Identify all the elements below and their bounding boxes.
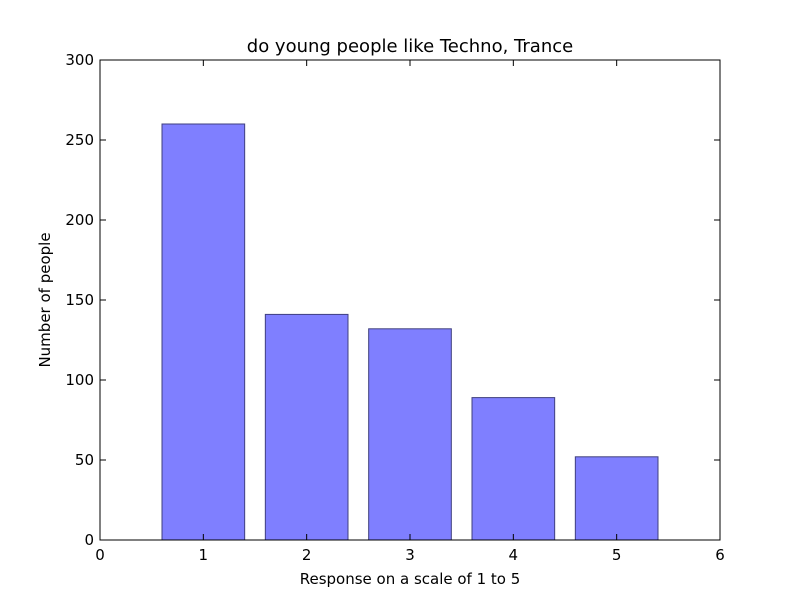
bar-5 <box>574 456 659 541</box>
x-tick-label-5: 5 <box>612 546 622 564</box>
x-tick-label-3: 3 <box>405 546 415 564</box>
chart-title: do young people like Techno, Trance <box>247 36 573 57</box>
bar-1 <box>161 123 246 541</box>
bars-layer <box>161 123 659 541</box>
plot-frame <box>99 59 721 541</box>
bar-3 <box>368 328 452 541</box>
y-tick-label-150: 150 <box>65 291 94 309</box>
x-tick-label-4: 4 <box>509 546 519 564</box>
y-tick-label-250: 250 <box>65 131 94 149</box>
y-tick-label-100: 100 <box>65 371 94 389</box>
bar-4 <box>471 397 556 541</box>
x-tick-label-6: 6 <box>715 546 725 564</box>
x-tick-label-2: 2 <box>302 546 312 564</box>
y-tick-label-50: 50 <box>75 451 94 469</box>
ticks-layer: 0 1 2 3 4 5 6 0 50 100 150 200 250 300 <box>65 51 724 564</box>
x-tick-label-1: 1 <box>199 546 209 564</box>
x-tick-label-0: 0 <box>95 546 105 564</box>
y-tick-label-300: 300 <box>65 51 94 69</box>
y-tick-label-0: 0 <box>84 531 94 549</box>
x-axis-label: Response on a scale of 1 to 5 <box>300 570 521 588</box>
y-axis-label: Number of people <box>36 232 54 367</box>
bar-2 <box>264 313 349 541</box>
y-tick-label-200: 200 <box>65 211 94 229</box>
